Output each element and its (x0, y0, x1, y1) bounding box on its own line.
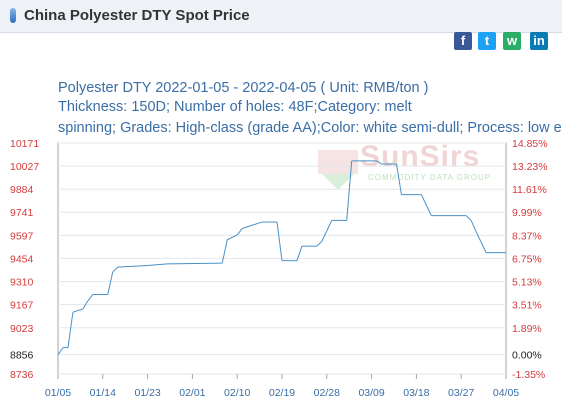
series-segment (376, 160, 382, 165)
y2-tick-label: 11.61% (512, 184, 547, 196)
y2-tick-label: 5.13% (512, 277, 542, 289)
x-tick-label: 02/19 (269, 387, 295, 399)
y2-tick-label: 13.23% (512, 161, 548, 173)
series-segment (227, 234, 238, 241)
series-segment (316, 240, 323, 247)
left-axis-labels: 10171 10027 9884 9741 9597 9454 9310 9167 9023 88… (10, 138, 39, 381)
x-tick-label: 01/05 (45, 387, 71, 399)
y-tick-label: 9454 (10, 253, 34, 265)
y-tick-label: 9023 (10, 323, 34, 335)
y-tick-label: 8856 (10, 350, 34, 362)
series-segment (82, 300, 89, 310)
x-tick-label: 04/05 (493, 387, 519, 399)
x-tick-label: 03/27 (448, 387, 474, 399)
title-bar: China Polyester DTY Spot Price (0, 0, 562, 33)
facebook-share-icon[interactable]: f (454, 32, 472, 50)
chart-subtitle-line-1: Thickness: 150D; Number of holes: 48F;Ca… (58, 99, 412, 115)
title-marker-icon (10, 8, 16, 23)
watermark-tagline: COMMODITY DATA GROUP (368, 173, 492, 182)
page-title: China Polyester DTY Spot Price (24, 7, 250, 24)
series-segment (395, 164, 402, 195)
series-segment (72, 308, 84, 313)
series-segment (242, 224, 253, 229)
series-segment (475, 231, 487, 253)
series-segment (112, 266, 119, 273)
x-tick-label: 01/23 (134, 387, 160, 399)
x-tick-label: 02/28 (314, 387, 340, 399)
series-segment (67, 312, 74, 348)
x-tick-label: 02/10 (224, 387, 250, 399)
y-tick-label: 9741 (10, 207, 34, 219)
series-segment (147, 263, 168, 267)
linkedin-share-icon[interactable]: in (530, 32, 548, 50)
y-tick-label: 8736 (10, 369, 34, 381)
y2-tick-label: 9.99% (512, 207, 542, 219)
series-segment (465, 215, 472, 221)
y-tick-label: 10171 (10, 138, 39, 150)
x-tick-label: 03/09 (358, 387, 384, 399)
y2-tick-label: 14.85% (512, 138, 548, 150)
x-tick-label: 02/01 (179, 387, 205, 399)
x-axis-labels: 01/05 01/14 01/23 02/01 02/10 02/19 02/28 03/09… (45, 387, 519, 399)
right-axis-labels: 14.85% 13.23% 11.61% 9.99% 8.37% 6.75% 5.13% 3.… (512, 138, 548, 381)
wechat-share-icon[interactable]: w (503, 32, 521, 50)
series-segment (57, 347, 64, 355)
series-segment (236, 228, 243, 236)
y2-tick-label: 0.00% (512, 350, 542, 362)
series-segment (221, 239, 228, 264)
watermark-brand: SunSirs (360, 140, 481, 173)
watermark-logo-icon (318, 150, 358, 190)
x-tick-label: 03/18 (403, 387, 429, 399)
series-segment (470, 220, 477, 232)
twitter-share-icon[interactable]: t (478, 32, 496, 50)
y2-tick-label: -1.35% (512, 369, 545, 381)
y-tick-label: 9310 (10, 277, 34, 289)
series-segment (346, 160, 353, 221)
series-segment (321, 220, 333, 242)
y-tick-label: 9884 (10, 184, 34, 196)
y-tick-label: 9597 (10, 230, 34, 242)
y-tick-label: 10027 (10, 161, 39, 173)
series-segment (251, 221, 263, 226)
series-segment (107, 271, 114, 295)
y-tick-label: 9167 (10, 300, 34, 312)
y2-tick-label: 3.51% (512, 300, 542, 312)
chart-subtitle-line-2: spinning; Grades: High-class (grade AA);… (58, 120, 562, 136)
y2-tick-label: 1.89% (512, 323, 542, 335)
series-segment (420, 194, 432, 216)
series-segment (167, 262, 223, 265)
y2-tick-label: 8.37% (512, 230, 542, 242)
x-tick-label: 01/14 (90, 387, 116, 399)
y2-tick-label: 6.75% (512, 253, 542, 265)
series-segment (276, 221, 283, 261)
series-segment (296, 246, 303, 261)
series-segment (117, 265, 148, 268)
series-lines (57, 160, 506, 355)
chart-title: Polyester DTY 2022-01-05 - 2022-04-05 ( … (58, 80, 429, 96)
series-segment (87, 294, 94, 302)
